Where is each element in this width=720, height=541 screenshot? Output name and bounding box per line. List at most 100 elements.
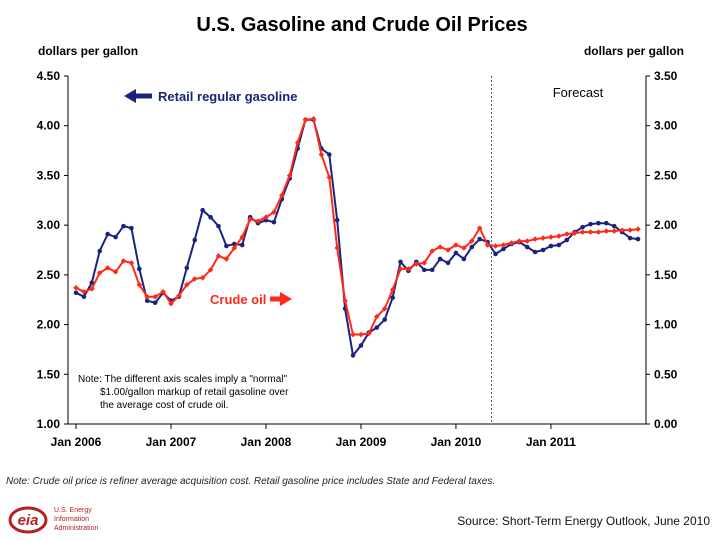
crude-oil-point	[279, 192, 285, 199]
crude-oil-point	[429, 248, 435, 254]
gasoline-point	[184, 265, 190, 271]
gasoline-point	[477, 236, 482, 242]
gasoline-point	[398, 259, 403, 265]
y-right-tick-label: 3.00	[654, 119, 678, 133]
gasoline-point	[635, 236, 641, 242]
gasoline-point	[390, 295, 395, 301]
x-tick-label: Jan 2006	[51, 435, 102, 449]
crude-oil-point	[373, 313, 380, 320]
crude-oil-point	[199, 275, 206, 281]
crude-oil-point	[587, 229, 594, 235]
crude-oil-point	[191, 276, 198, 282]
eia-logo-line-1: U.S. Energy	[54, 507, 92, 514]
gasoline-point	[358, 343, 364, 348]
crude-oil-point	[603, 228, 610, 234]
crude-oil-point	[445, 247, 451, 253]
arrow-right-icon	[270, 292, 292, 306]
y-right-tick-label: 2.00	[654, 218, 678, 232]
crude-oil-point	[627, 227, 633, 233]
crude-oil-point	[184, 282, 190, 288]
note-line-1: Note: The different axis scales imply a …	[78, 374, 287, 385]
gasoline-point	[627, 235, 633, 241]
gasoline-point	[129, 225, 134, 231]
crude-oil-point	[563, 231, 570, 237]
gasoline-point	[524, 244, 530, 250]
crude-oil-point	[160, 288, 166, 295]
x-axis: Jan 2006 Jan 2007 Jan 2008 Jan 2009 Jan 2010…	[51, 424, 576, 449]
x-tick-label: Jan 2011	[526, 435, 576, 449]
crude-oil-point	[120, 258, 127, 264]
y-right-tick-label: 1.50	[654, 268, 678, 282]
y-right-tick-label: 1.00	[654, 318, 678, 332]
gasoline-point	[421, 267, 427, 273]
crude-oil-point	[461, 245, 467, 251]
crude-annotation-text: Crude oil	[210, 292, 266, 307]
gasoline-point	[564, 237, 570, 243]
gasoline-point	[382, 317, 388, 322]
gasoline-point	[469, 244, 475, 250]
crude-oil-point	[484, 242, 491, 248]
left-axis-unit: dollars per gallon	[38, 44, 138, 58]
crude-oil-point	[168, 300, 174, 307]
gasoline-point	[501, 246, 506, 252]
footnote: Note: Crude oil price is refiner average…	[6, 476, 496, 487]
crude-oil-point	[532, 236, 538, 242]
gasoline-point	[461, 256, 467, 262]
crude-oil-point	[413, 261, 420, 267]
eia-logo-mark: eia U.S. Energy Information Administrati…	[8, 506, 98, 534]
x-tick-label: Jan 2008	[241, 435, 292, 449]
crude-oil-point	[247, 216, 253, 222]
crude-oil-point	[310, 115, 317, 122]
crude-oil-point	[318, 151, 325, 158]
crude-oil-point	[405, 266, 412, 272]
crude-oil-point	[176, 292, 182, 299]
crude-oil-point	[437, 244, 443, 250]
gasoline-point	[200, 207, 205, 213]
crude-oil-point	[81, 288, 87, 295]
y-left-tick-label: 2.00	[37, 318, 61, 332]
y-left-tick-label: 3.50	[37, 168, 61, 182]
crude-oil-point	[96, 270, 103, 276]
crude-oil-point	[476, 225, 483, 231]
crude-oil-point	[286, 172, 293, 179]
gasoline-point	[239, 242, 245, 248]
y-right-tick-label: 2.50	[654, 168, 678, 182]
gasoline-point	[540, 247, 546, 253]
crude-oil-point	[104, 265, 111, 271]
crude-oil-point	[73, 284, 79, 291]
note-line-2: $1.00/gallon markup of retail gasoline o…	[100, 387, 289, 398]
chart-title: U.S. Gasoline and Crude Oil Prices	[196, 14, 527, 36]
gasoline-point	[326, 152, 332, 157]
y-left-tick-label: 3.00	[37, 218, 61, 232]
crude-oil-point	[366, 330, 372, 337]
crude-oil-point	[500, 242, 507, 248]
gasoline-point	[611, 223, 617, 229]
gasoline-point	[580, 224, 585, 230]
note-line-3: the average cost of crude oil.	[100, 400, 228, 411]
crude-oil-point	[350, 331, 356, 338]
crude-oil-point	[326, 174, 333, 181]
source-text: Source: Short-Term Energy Outlook, June …	[457, 514, 710, 528]
gasoline-point	[532, 249, 538, 255]
crude-oil-point	[579, 229, 586, 235]
crude-oil-line	[75, 117, 639, 336]
gasoline-point	[97, 248, 103, 254]
gasoline-point	[271, 219, 277, 225]
crude-oil-point	[271, 209, 277, 216]
crude-oil-point	[540, 235, 546, 241]
y-axis-right: 0.00 0.50 1.00 1.50 2.00 2.50 3.00 3.50	[646, 69, 678, 431]
gasoline-point	[604, 220, 609, 226]
crude-oil-point	[89, 285, 95, 292]
crude-oil-point	[492, 243, 499, 249]
crude-oil-point	[144, 293, 151, 300]
crude-oil-point	[595, 229, 602, 235]
axes	[67, 76, 647, 425]
crude-oil-point	[112, 269, 119, 275]
series-crude-oil	[73, 115, 641, 338]
gasoline-point	[73, 290, 79, 296]
x-tick-label: Jan 2009	[336, 435, 387, 449]
crude-oil-point	[342, 297, 348, 304]
gasoline-point	[89, 280, 95, 286]
gasoline-point	[105, 231, 110, 237]
